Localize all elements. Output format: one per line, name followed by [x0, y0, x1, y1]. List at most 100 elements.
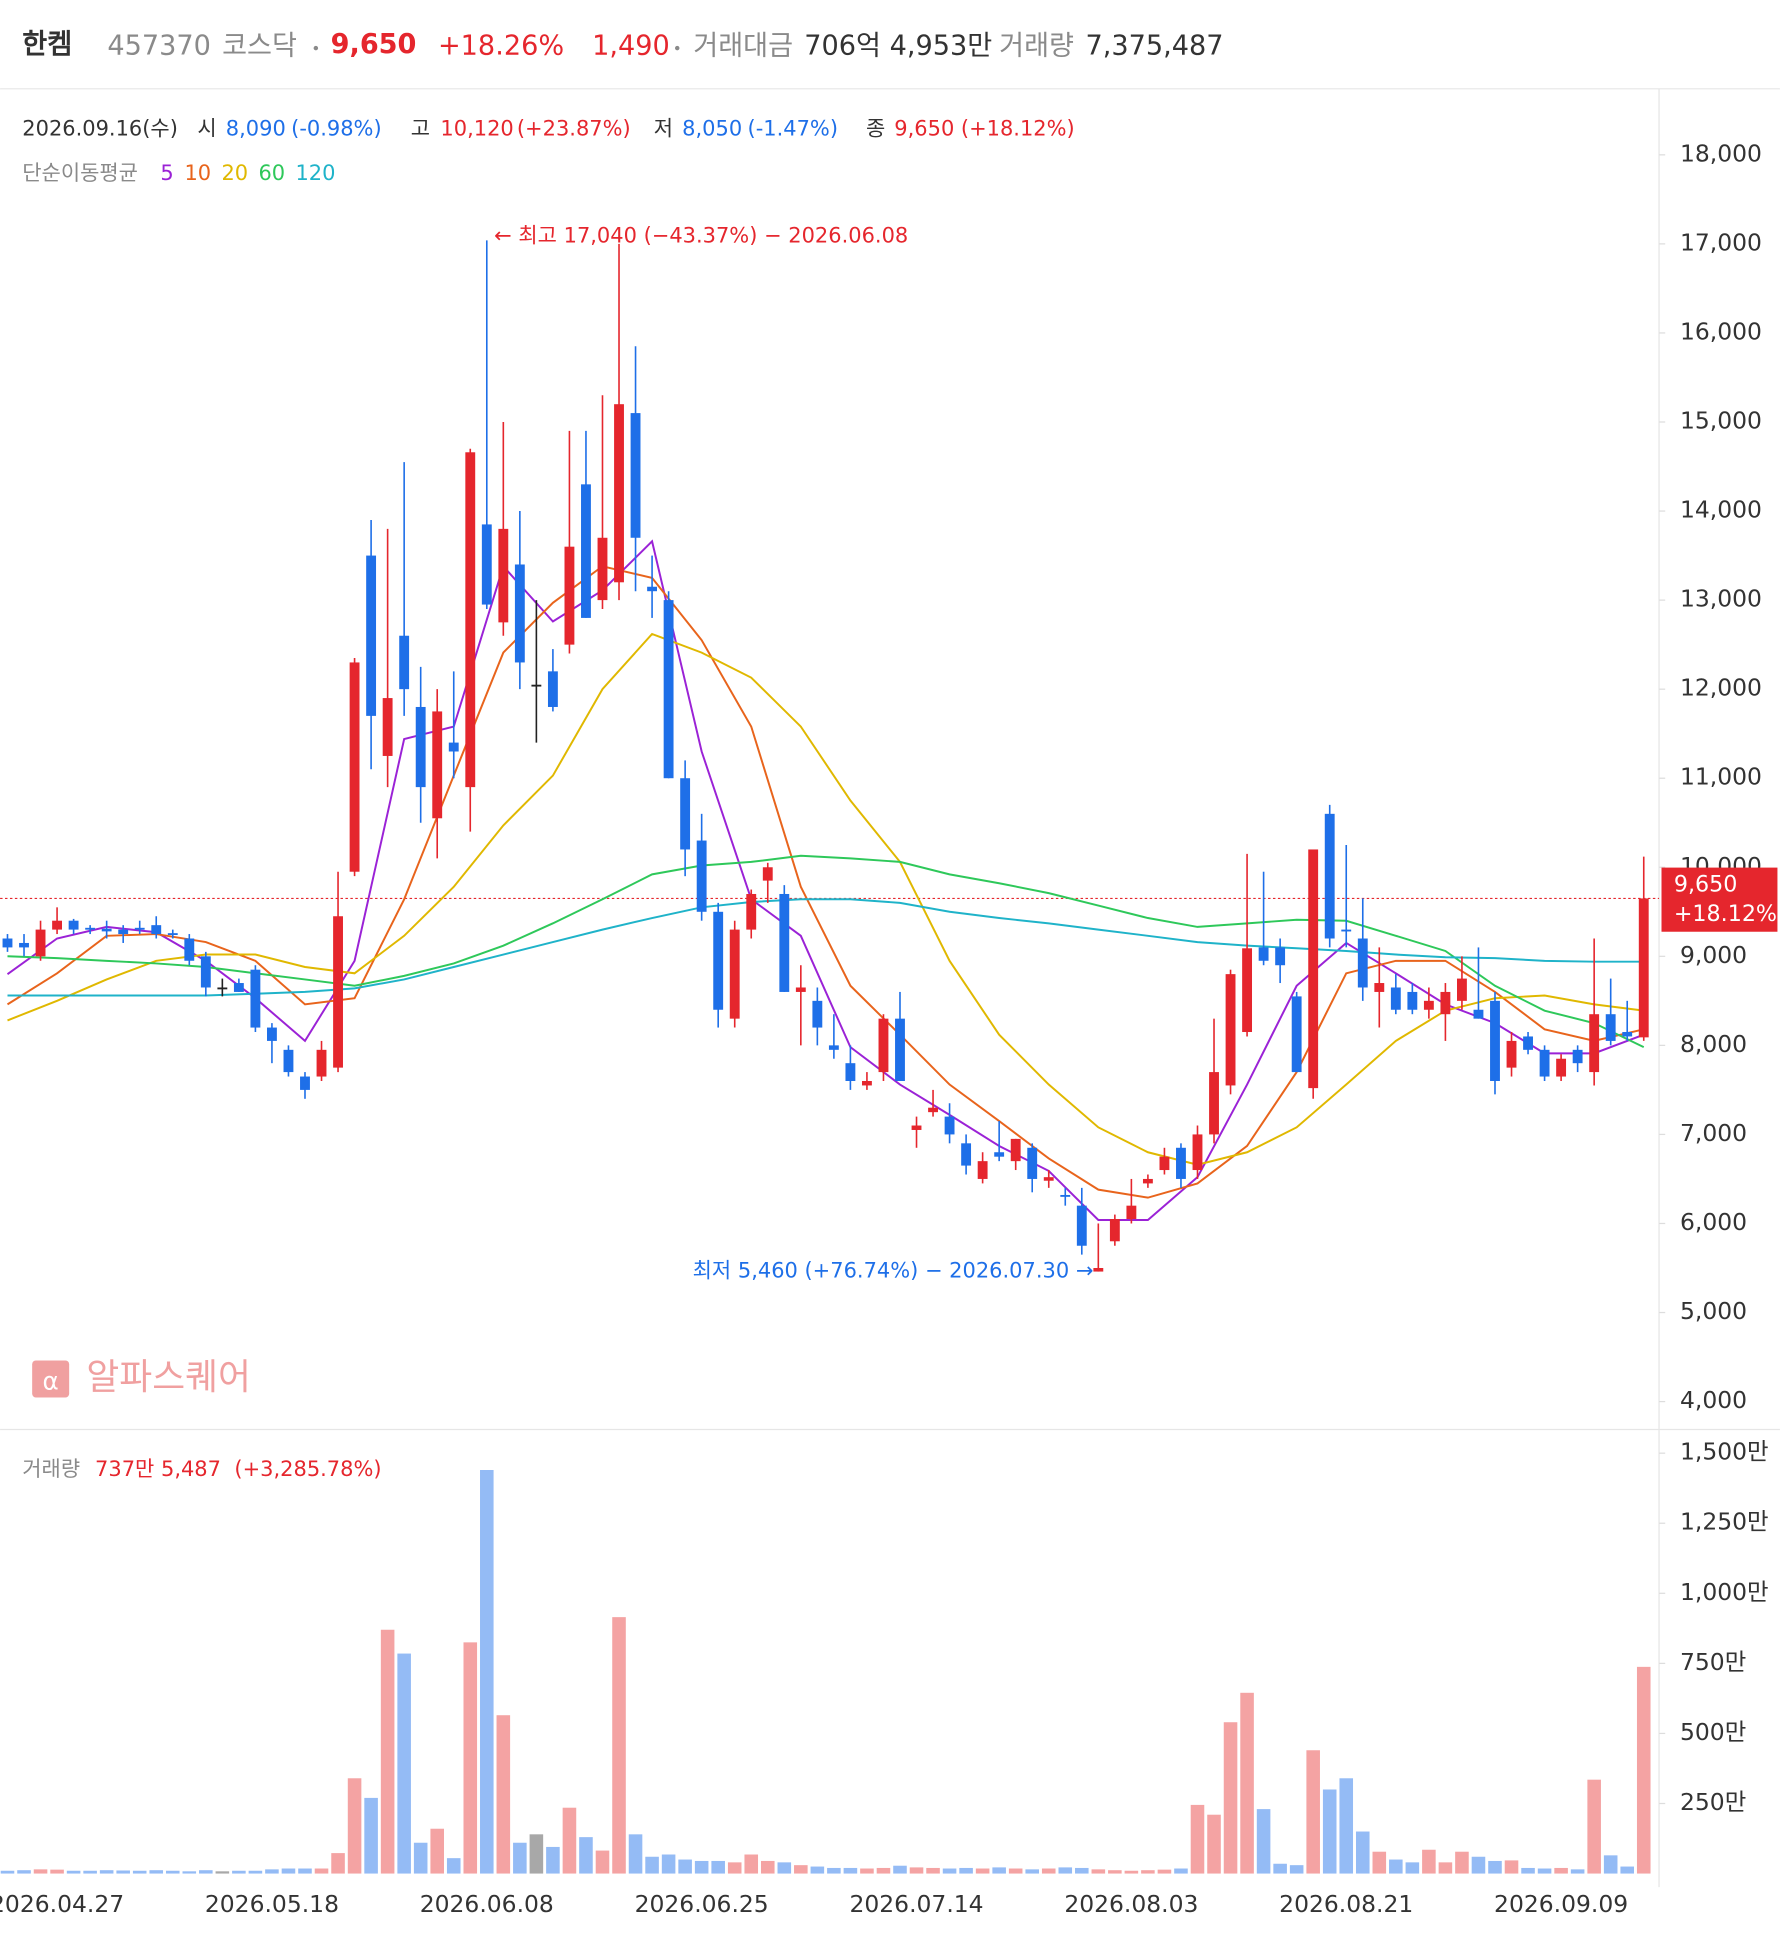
- legend-entry: 5: [160, 161, 173, 185]
- candle-body: [961, 1143, 972, 1166]
- y-tick-label: 18,000: [1680, 139, 1762, 167]
- candle-body: [1440, 991, 1451, 1015]
- close-pct: (+18.12%): [961, 117, 1075, 141]
- volume-bar: [1174, 1868, 1188, 1874]
- candle-body: [1572, 1049, 1583, 1064]
- watermark-text: 알파스퀘어: [86, 1357, 250, 1398]
- candle-body: [1638, 898, 1649, 1038]
- candle-body: [415, 706, 426, 788]
- candle-body: [680, 778, 691, 850]
- candle-body: [366, 555, 377, 716]
- open-pct: (-0.98%): [291, 117, 381, 141]
- volume-bar: [645, 1856, 659, 1874]
- volume-bar: [1306, 1750, 1320, 1874]
- volume-bar: [860, 1868, 874, 1874]
- high-annotation: ← 최고 17,040 (−43.37%) − 2026.06.08: [494, 224, 908, 248]
- volume-bar: [513, 1842, 527, 1874]
- volume-bar: [794, 1865, 808, 1874]
- open-label: 시: [197, 117, 216, 141]
- volume-bar: [1091, 1869, 1106, 1874]
- candle-body: [597, 537, 608, 601]
- volume-bar: [132, 1870, 147, 1874]
- volume-bar: [1620, 1866, 1634, 1874]
- candle-body: [1341, 929, 1352, 932]
- moving-average: [7, 632, 1644, 1166]
- y-tick-label: 7,000: [1680, 1119, 1747, 1147]
- candle-body: [1457, 978, 1467, 1001]
- volume-bar: [777, 1862, 792, 1874]
- volume-bar: [1389, 1859, 1403, 1874]
- volume-bar: [827, 1867, 841, 1874]
- market: 코스닥: [222, 30, 297, 61]
- candle-body: [217, 987, 228, 990]
- candle-body: [547, 671, 558, 707]
- volume-bar: [1405, 1862, 1420, 1874]
- candle-body: [1043, 1177, 1054, 1181]
- volume: 7,375,487: [1085, 30, 1223, 61]
- candle-body: [118, 929, 129, 935]
- y-tick-label: 9,000: [1680, 941, 1747, 969]
- candle-body: [1027, 1147, 1038, 1179]
- low-label: 저: [654, 117, 673, 141]
- volume-bar: [628, 1834, 643, 1874]
- x-tick-label: 2026.08.03: [1064, 1890, 1198, 1918]
- volume-bar: [661, 1854, 676, 1874]
- candle-body: [52, 920, 63, 930]
- volume-info: 거래량 737만 5,487 (+3,285.78%): [22, 1457, 381, 1481]
- high-pct: (+23.87%): [517, 117, 631, 141]
- candle-body: [1126, 1205, 1137, 1220]
- candle-body: [1357, 938, 1368, 988]
- candle-body: [977, 1161, 988, 1179]
- volume-bar: [331, 1853, 345, 1874]
- volume-bar: [562, 1807, 577, 1874]
- candle-body: [696, 840, 707, 912]
- volume-tick-label: 1,500만: [1680, 1438, 1769, 1466]
- candle-body: [895, 1018, 905, 1081]
- volume-bar: [496, 1715, 511, 1874]
- volume-bar: [1141, 1870, 1155, 1874]
- candle-body: [1060, 1194, 1071, 1197]
- y-tick-label: 15,000: [1680, 407, 1762, 435]
- candle-body: [1109, 1219, 1120, 1242]
- y-tick-label: 16,000: [1680, 317, 1762, 345]
- volume-bar: [66, 1870, 81, 1874]
- volume-title: 거래량: [22, 1457, 80, 1481]
- candle-body: [1209, 1072, 1219, 1135]
- candle-body: [1324, 813, 1335, 939]
- candle-body: [1242, 948, 1253, 1033]
- date: 2026.09.16(수): [22, 117, 178, 141]
- volume-bar: [546, 1846, 560, 1874]
- candle-body: [1605, 1014, 1616, 1041]
- volume-bar: [1554, 1867, 1568, 1874]
- candle-body: [845, 1063, 856, 1081]
- candle-body: [481, 524, 492, 605]
- volume-bar: [1339, 1778, 1354, 1874]
- volume-bar: [1372, 1851, 1387, 1874]
- volume-bar: [1455, 1851, 1469, 1874]
- y-tick-label: 5,000: [1680, 1297, 1747, 1325]
- volume-bar: [893, 1865, 907, 1874]
- candle-body: [1390, 987, 1401, 1010]
- volume-bar: [83, 1870, 97, 1874]
- open: 8,090: [226, 117, 286, 141]
- candle-body: [911, 1125, 922, 1130]
- candle-body: [1010, 1138, 1021, 1162]
- volume-bar: [50, 1869, 64, 1874]
- volume-bar: [99, 1870, 114, 1874]
- header: 한켐 457370 코스닥 9,650 +18.26% 1,490 거래대금 7…: [22, 29, 1223, 61]
- price-tag-value: 9,650: [1674, 871, 1738, 897]
- volume-bar: [992, 1867, 1006, 1874]
- y-tick-label: 14,000: [1680, 496, 1762, 524]
- candle-body: [812, 1000, 823, 1028]
- candle-body: [333, 916, 343, 1068]
- volume-bar: [116, 1870, 130, 1874]
- volume-bar: [579, 1837, 593, 1874]
- candle-body: [630, 413, 641, 538]
- volume-bar: [1273, 1863, 1287, 1874]
- volume-bar: [1570, 1869, 1585, 1874]
- turnover-label: 거래대금: [693, 30, 793, 61]
- volume-bar: [942, 1868, 957, 1874]
- candle-body: [498, 528, 509, 623]
- volume-bar: [1322, 1789, 1337, 1874]
- close: 9,650: [894, 117, 954, 141]
